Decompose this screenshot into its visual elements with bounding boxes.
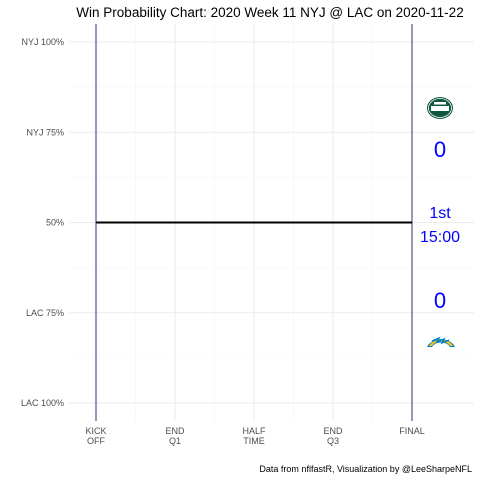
chart-caption: Data from nflfastR, Visualization by @Le… [259,464,472,474]
y-tick-label: NYJ 75% [26,127,64,137]
x-axis: KICK OFF END Q1 HALF TIME END Q3 FINAL [85,426,424,446]
away-score: 0 [434,137,446,162]
y-tick-label: NYJ 100% [21,37,64,47]
quarter-label: 1st [429,205,451,222]
chart-title: Win Probability Chart: 2020 Week 11 NYJ … [76,5,463,20]
y-tick-label: LAC 75% [26,308,64,318]
x-tick-label: KICK OFF [85,426,106,446]
x-tick-label: HALF TIME [242,426,266,446]
game-clock: 15:00 [420,229,460,246]
y-tick-label: LAC 100% [21,398,64,408]
x-tick-label: END Q3 [323,426,343,446]
x-tick-label: END Q1 [165,426,185,446]
x-tick-label: FINAL [399,426,425,436]
y-axis: NYJ 100% NYJ 75% 50% LAC 75% LAC 100% [21,37,64,408]
home-score: 0 [434,288,446,313]
chargers-logo-icon [427,336,455,347]
jets-logo-icon [427,97,453,119]
y-tick-label: 50% [46,218,64,228]
